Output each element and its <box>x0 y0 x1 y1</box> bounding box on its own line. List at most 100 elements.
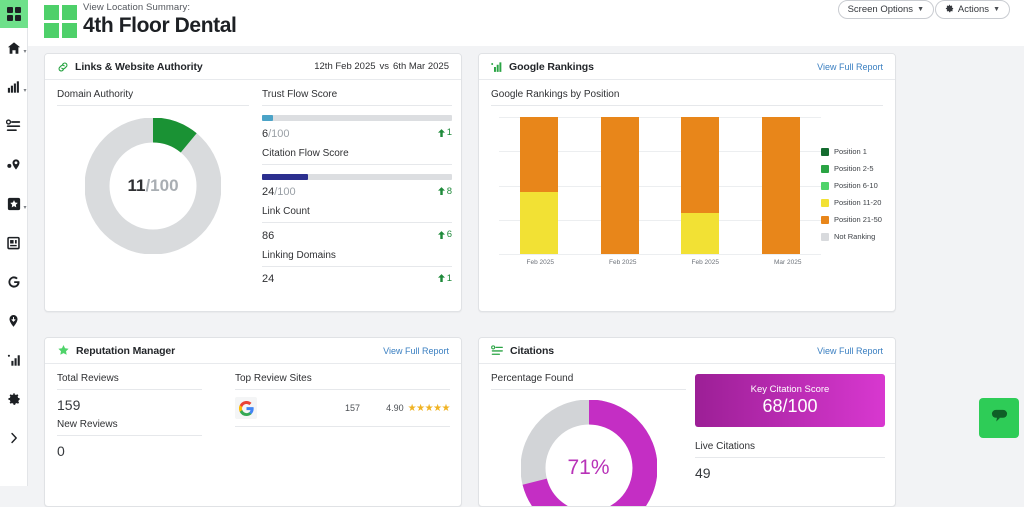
metric-value-row: 6/100 1 <box>262 121 452 145</box>
metric-value: 24/100 <box>262 186 296 198</box>
chart-bar[interactable] <box>601 117 639 254</box>
da-number: 11 <box>127 176 145 195</box>
metric-link-count: Link Count 86 6 <box>262 203 452 247</box>
arrow-up-icon <box>438 274 445 282</box>
donut-center: 71% <box>547 426 631 507</box>
page-title: 4th Floor Dental <box>83 14 236 38</box>
legend-item[interactable]: Not Ranking <box>821 228 882 245</box>
metric-value: 86 <box>262 230 274 242</box>
legend-swatch <box>821 216 829 224</box>
home-icon <box>7 41 21 55</box>
sidebar-item-listings[interactable] <box>0 223 28 262</box>
chart-plot-area <box>499 117 821 255</box>
date-vs-label: vs <box>380 61 390 72</box>
review-score: 4.90 <box>386 403 404 413</box>
percentage-found-label: Percentage Found <box>491 373 686 390</box>
legend-item[interactable]: Position 1 <box>821 143 882 160</box>
sidebar-logo[interactable] <box>0 0 28 28</box>
chart-x-label: Mar 2025 <box>758 259 818 266</box>
metric-bar-fill <box>262 115 273 121</box>
screen-options-button[interactable]: Screen Options ▼ <box>838 0 934 19</box>
page-subtitle: View Location Summary: <box>83 2 236 13</box>
bar-chart-icon <box>491 61 503 73</box>
percentage-found-section: Percentage Found 71% <box>491 373 686 507</box>
metric-trust-flow: Trust Flow Score 6/100 1 <box>262 89 452 145</box>
sidebar-item-citations[interactable] <box>0 106 28 145</box>
legend-item[interactable]: Position 11-20 <box>821 194 882 211</box>
metric-delta-value: 1 <box>447 273 452 284</box>
card-body: Total Reviews 159 New Reviews 0 Top Revi… <box>45 364 461 506</box>
legend-swatch <box>821 199 829 207</box>
metric-label: Link Count <box>262 203 452 223</box>
domain-authority-donut: 11/100 <box>85 118 221 254</box>
chart-bar-segment <box>681 117 719 213</box>
sidebar-item-google[interactable] <box>0 262 28 301</box>
chart-x-label: Feb 2025 <box>510 259 570 266</box>
chat-widget-button[interactable] <box>979 398 1019 438</box>
arrow-up-icon <box>438 129 445 137</box>
view-full-report-link[interactable]: View Full Report <box>817 346 883 356</box>
legend-item[interactable]: Position 21-50 <box>821 211 882 228</box>
metric-citation-flow: Citation Flow Score 24/100 8 <box>262 145 452 204</box>
map-pin-icon <box>6 158 21 172</box>
sidebar-item-reputation[interactable]: ▾ <box>0 184 28 223</box>
card-body: Percentage Found 71% Key Citation Score … <box>479 364 895 506</box>
list-card-icon <box>7 236 20 250</box>
sidebar-item-locations[interactable] <box>0 145 28 184</box>
sidebar-item-expand[interactable] <box>0 418 28 457</box>
sidebar-item-rankings[interactable]: ▾ <box>0 67 28 106</box>
list-item[interactable]: 157 4.90 ★★★★★ <box>235 390 450 427</box>
sidebar: ▾ ▾ <box>0 0 28 486</box>
metric-delta-value: 1 <box>447 127 452 138</box>
top-review-sites-label: Top Review Sites <box>235 373 450 390</box>
metric-value-row: 24/100 8 <box>262 180 452 204</box>
domain-authority-section: Domain Authority 11/100 <box>57 89 249 254</box>
legend-label: Position 1 <box>834 147 867 156</box>
star-icon <box>57 344 70 357</box>
metric-value-row: 86 6 <box>262 223 452 247</box>
chart-bar[interactable] <box>520 117 558 254</box>
card-body: Domain Authority 11/100 Trust Flow Score <box>45 80 461 311</box>
metric-delta-value: 6 <box>447 229 452 240</box>
view-full-report-link[interactable]: View Full Report <box>383 346 449 356</box>
card-title: Reputation Manager <box>76 345 175 357</box>
star-box-icon <box>7 197 21 211</box>
citations-icon <box>6 119 21 133</box>
donut-center: 11/100 <box>111 144 195 228</box>
chart-x-label: Feb 2025 <box>675 259 735 266</box>
new-reviews-value: 0 <box>57 436 202 465</box>
key-citation-score-value: 68/100 <box>762 396 817 417</box>
card-header: Links & Website Authority 12th Feb 2025 … <box>45 54 461 80</box>
chart-bar[interactable] <box>762 117 800 254</box>
actions-label: Actions <box>958 4 989 15</box>
actions-button[interactable]: Actions ▼ <box>935 0 1010 19</box>
legend-label: Position 2-5 <box>834 164 874 173</box>
legend-item[interactable]: Position 2-5 <box>821 160 882 177</box>
legend-label: Not Ranking <box>834 232 875 241</box>
sidebar-item-local-search[interactable] <box>0 301 28 340</box>
screen-options-label: Screen Options <box>848 4 913 15</box>
metric-value: 24 <box>262 273 274 285</box>
chart-bar-segment <box>681 213 719 254</box>
key-citation-score-label: Key Citation Score <box>751 384 830 395</box>
new-reviews-label: New Reviews <box>57 419 202 436</box>
sidebar-item-settings[interactable] <box>0 379 28 418</box>
gear-icon <box>7 392 21 406</box>
view-full-report-link[interactable]: View Full Report <box>817 62 883 72</box>
citations-card: Citations View Full Report Percentage Fo… <box>478 337 896 507</box>
metric-delta-value: 8 <box>447 186 452 197</box>
gear-icon <box>945 4 954 16</box>
chart-bar[interactable] <box>681 117 719 254</box>
card-header: Google Rankings View Full Report <box>479 54 895 80</box>
chat-bubble-icon <box>990 407 1009 429</box>
sidebar-item-analytics[interactable] <box>0 340 28 379</box>
sidebar-item-home[interactable]: ▾ <box>0 28 28 67</box>
link-chain-icon <box>57 61 69 73</box>
citation-score-section: Key Citation Score 68/100 Live Citations… <box>695 373 885 487</box>
total-reviews-label: Total Reviews <box>57 373 202 390</box>
percentage-found-donut: 71% <box>521 400 657 507</box>
legend-item[interactable]: Position 6-10 <box>821 177 882 194</box>
live-citations-label: Live Citations <box>695 441 885 458</box>
metric-label: Linking Domains <box>262 247 452 267</box>
